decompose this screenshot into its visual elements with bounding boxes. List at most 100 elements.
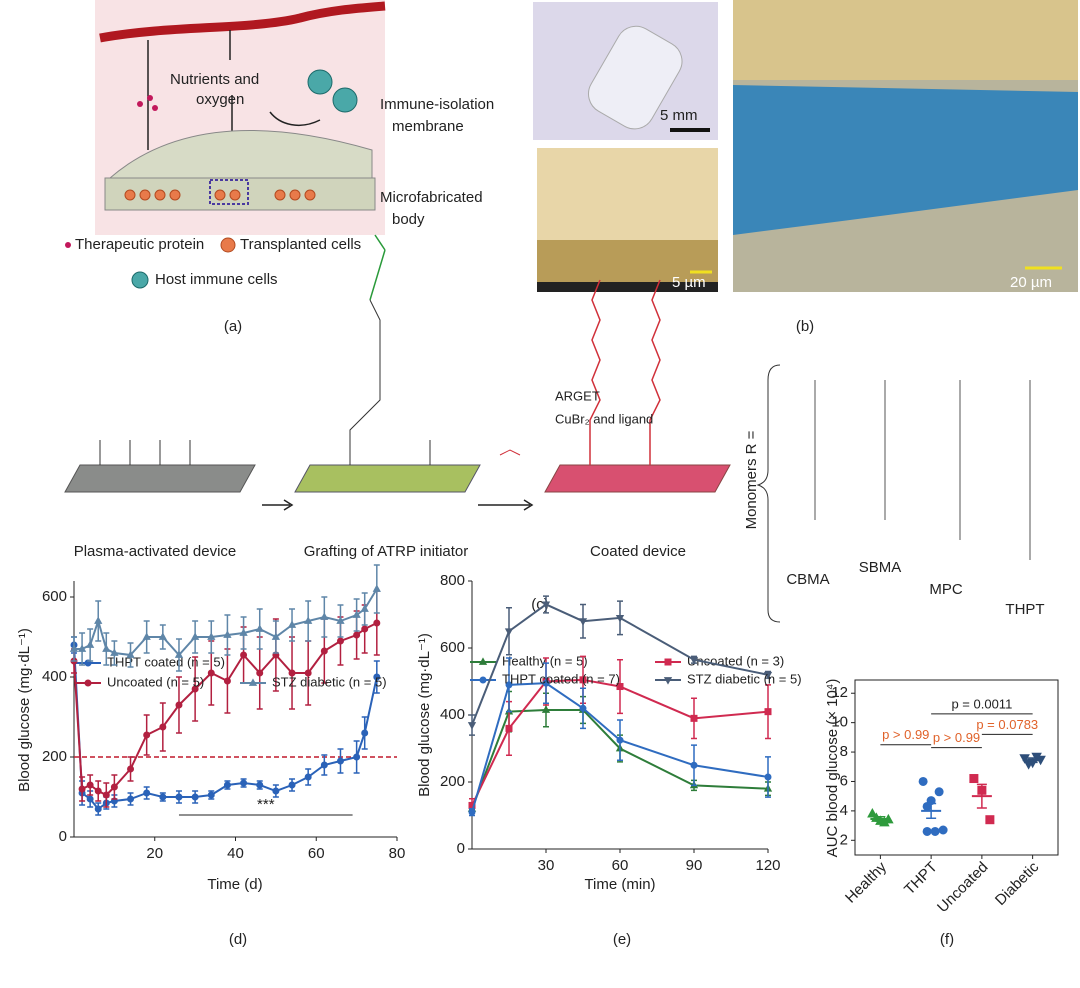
y-tick-label: 4: [840, 802, 848, 819]
marker: [239, 628, 248, 636]
y-tick-label: 6: [840, 772, 848, 789]
panel-label: (c): [531, 596, 549, 613]
marker: [468, 808, 476, 816]
marker: [240, 651, 248, 659]
marker: [616, 683, 624, 691]
error-bar: [926, 802, 937, 819]
polymer-chains: [589, 279, 661, 465]
marker: [142, 632, 151, 640]
immune-cells: [307, 69, 358, 113]
marker: [143, 789, 151, 797]
x-tick-label: 90: [686, 857, 703, 874]
sem-base: [537, 282, 718, 292]
reagent: ARGET: [555, 388, 600, 403]
monomers-title: Monomers R =: [743, 430, 760, 529]
x-tick-label: 80: [389, 845, 406, 862]
marker: [102, 791, 110, 799]
panel-c: ARGET CuBr₂ and ligand Plasma-activated …: [64, 234, 1045, 623]
p-value: p = 0.0783: [976, 717, 1038, 732]
y-tick-label: 8: [840, 743, 848, 760]
x-tick-label: Uncoated: [934, 859, 991, 916]
marker: [191, 793, 199, 801]
marker: [360, 604, 369, 612]
bracket: [756, 364, 781, 623]
panel-a: Nutrients and oxygen Immune-isolation me…: [65, 0, 494, 335]
marker: [763, 671, 773, 680]
marker: [336, 637, 344, 645]
marker: [175, 701, 183, 709]
legend-cell: [220, 237, 236, 253]
x-tick-label: THPT: [901, 859, 941, 899]
marker: [248, 678, 258, 686]
sem-coating: [733, 85, 1078, 235]
x-tick-label: 30: [538, 857, 555, 874]
marker: [541, 705, 551, 713]
marker: [373, 673, 381, 681]
cells: [124, 189, 316, 201]
marker: [207, 669, 215, 677]
marker: [541, 601, 551, 610]
marker: [272, 787, 280, 795]
blood-vessel: [99, 1, 386, 43]
marker: [352, 610, 361, 618]
arrow-head: [283, 499, 534, 511]
label: oxygen: [196, 91, 244, 108]
marker: [361, 729, 369, 737]
panel-label: (f): [940, 931, 954, 948]
surface-chem: [99, 299, 431, 465]
y-tick-label: 10: [831, 714, 848, 731]
marker: [922, 826, 932, 836]
marker: [102, 644, 111, 652]
marker: [86, 795, 94, 803]
marker: [336, 616, 345, 624]
legend-label: THPT coated (n = 5): [107, 654, 225, 669]
marker: [690, 761, 698, 769]
x-tick-label: 60: [308, 845, 325, 862]
marker: [240, 779, 248, 787]
monomer-name: CBMA: [786, 571, 829, 588]
marker: [689, 656, 699, 665]
marker: [207, 791, 215, 799]
marker: [86, 781, 94, 789]
marker: [304, 669, 312, 677]
x-tick-label: 20: [146, 845, 163, 862]
marker: [69, 644, 79, 652]
marker: [320, 647, 328, 655]
y-tick-label: 200: [42, 748, 67, 765]
marker: [86, 640, 95, 648]
panel-label: (b): [796, 318, 814, 335]
label: body: [392, 211, 425, 228]
marker: [223, 677, 231, 685]
y-tick-label: 600: [42, 588, 67, 605]
panel-b: 5 mm 5 µm 20 µm (b): [533, 0, 1078, 335]
marker: [764, 773, 772, 781]
marker: [175, 793, 183, 801]
p-value: p > 0.99: [882, 727, 929, 742]
proteins: [137, 95, 158, 111]
x-tick-label: Diabetic: [992, 858, 1043, 909]
panel-label: (a): [224, 318, 242, 335]
marker: [256, 781, 264, 789]
marker: [934, 787, 944, 797]
plot-frame: [854, 679, 1059, 856]
marker: [191, 685, 199, 693]
step-label: Coated device: [590, 543, 686, 560]
legend-label: Uncoated (n = 3): [687, 653, 784, 668]
marker: [78, 785, 86, 793]
error-bar: [1027, 757, 1038, 764]
marker: [77, 644, 87, 652]
y-tick-label: 600: [440, 639, 465, 656]
marker: [478, 657, 488, 665]
step-label: Plasma-activated device: [74, 543, 237, 560]
marker: [190, 632, 200, 640]
marker: [504, 628, 514, 636]
marker: [764, 708, 772, 716]
marker: [287, 620, 297, 628]
device-photo: [588, 25, 683, 130]
marker: [207, 632, 216, 640]
marker: [255, 624, 264, 632]
monomer-structures: [814, 380, 1031, 560]
marker: [930, 826, 940, 836]
y-tick-label: 2: [840, 831, 848, 848]
step-label: Grafting of ATRP initiator: [304, 543, 469, 560]
